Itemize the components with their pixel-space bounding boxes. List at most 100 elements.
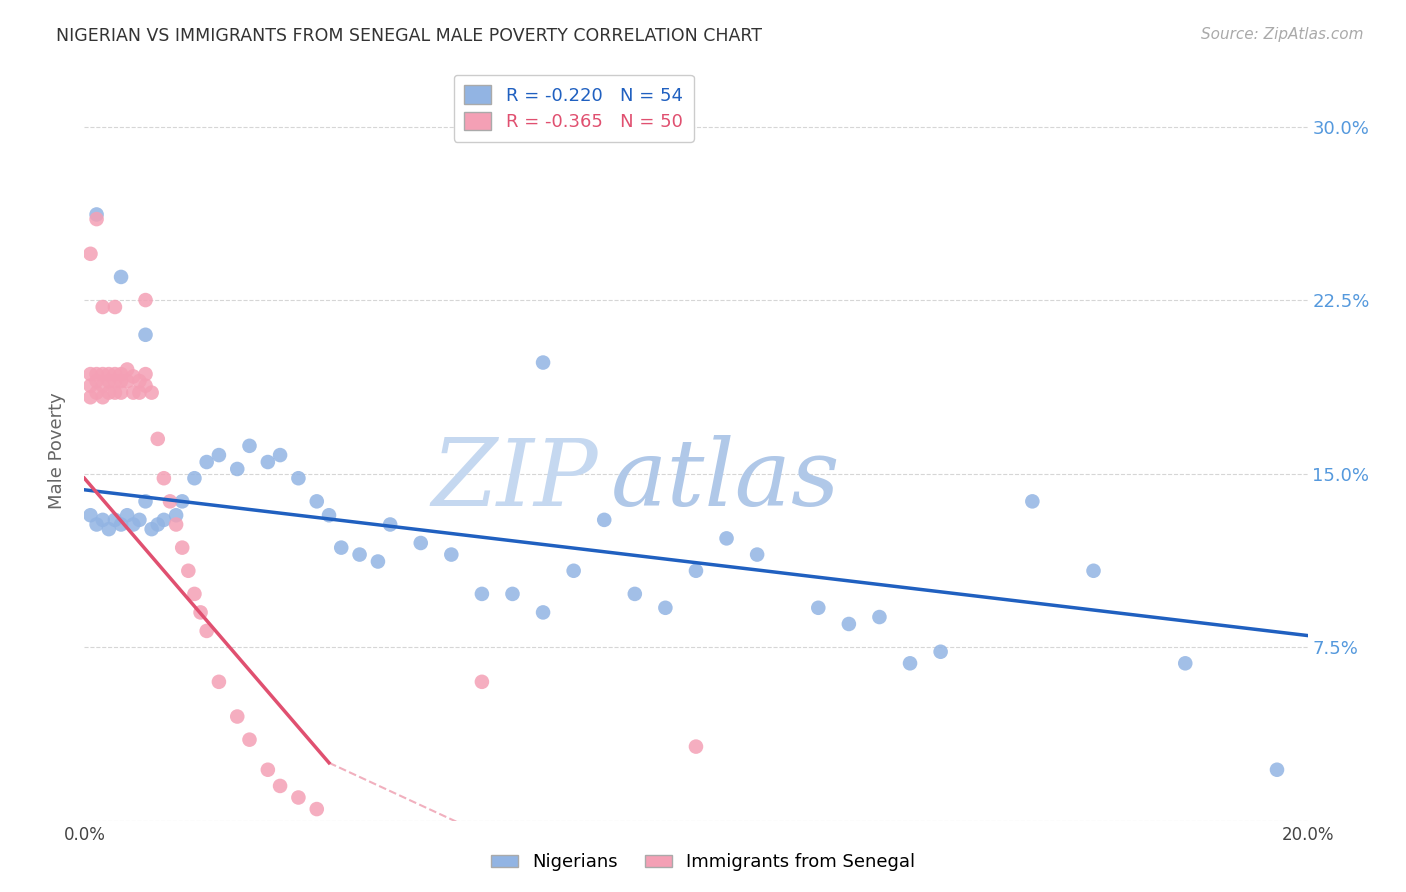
Point [115, 508, 138, 523]
Point [97, 522, 120, 536]
Point [135, 494, 157, 508]
Point [929, 645, 952, 659]
Point [86, 212, 108, 227]
Point [349, 548, 371, 562]
Point [159, 494, 181, 508]
Point [128, 385, 150, 400]
Point [91, 513, 114, 527]
Point [257, 763, 280, 777]
Point [502, 587, 524, 601]
Point [238, 439, 260, 453]
Point [654, 600, 676, 615]
Point [1174, 657, 1197, 671]
Point [226, 709, 249, 723]
Legend: R = -0.220   N = 54, R = -0.365   N = 50: R = -0.220 N = 54, R = -0.365 N = 50 [454, 75, 693, 142]
Point [165, 517, 187, 532]
Point [531, 606, 554, 620]
Point [135, 327, 157, 342]
Point [97, 367, 120, 381]
Point [208, 674, 231, 689]
Point [115, 374, 138, 388]
Point [86, 517, 108, 532]
Point [183, 587, 205, 601]
Point [141, 385, 163, 400]
Point [685, 564, 707, 578]
Point [97, 385, 120, 400]
Point [305, 802, 328, 816]
Point [86, 374, 108, 388]
Point [135, 293, 157, 307]
Point [287, 471, 309, 485]
Point [238, 732, 260, 747]
Point [172, 494, 194, 508]
Point [257, 455, 280, 469]
Point [146, 432, 169, 446]
Point [1021, 494, 1043, 508]
Point [380, 517, 402, 532]
Text: atlas: atlas [610, 435, 839, 525]
Point [104, 374, 127, 388]
Point [409, 536, 432, 550]
Point [86, 367, 108, 381]
Point [562, 564, 585, 578]
Point [79, 508, 101, 523]
Point [122, 369, 145, 384]
Point [177, 564, 200, 578]
Point [190, 606, 212, 620]
Point [471, 674, 494, 689]
Point [531, 355, 554, 369]
Point [1265, 763, 1288, 777]
Point [110, 367, 132, 381]
Point [122, 517, 145, 532]
Point [79, 378, 101, 392]
Point [104, 300, 127, 314]
Point [97, 374, 120, 388]
Point [104, 367, 127, 381]
Point [269, 779, 291, 793]
Point [86, 207, 108, 221]
Point [898, 657, 921, 671]
Point [146, 517, 169, 532]
Point [318, 508, 340, 523]
Point [104, 385, 127, 400]
Point [716, 532, 738, 546]
Point [79, 390, 101, 404]
Point [226, 462, 249, 476]
Point [183, 471, 205, 485]
Point [110, 385, 132, 400]
Point [79, 247, 101, 261]
Point [153, 513, 176, 527]
Point [807, 600, 830, 615]
Point [330, 541, 353, 555]
Point [91, 367, 114, 381]
Point [747, 548, 769, 562]
Point [128, 374, 150, 388]
Point [208, 448, 231, 462]
Point [1083, 564, 1105, 578]
Point [287, 790, 309, 805]
Point [110, 269, 132, 284]
Text: NIGERIAN VS IMMIGRANTS FROM SENEGAL MALE POVERTY CORRELATION CHART: NIGERIAN VS IMMIGRANTS FROM SENEGAL MALE… [56, 27, 762, 45]
Legend: Nigerians, Immigrants from Senegal: Nigerians, Immigrants from Senegal [484, 847, 922, 879]
Point [685, 739, 707, 754]
Point [91, 300, 114, 314]
Point [195, 455, 218, 469]
Point [153, 471, 176, 485]
Point [593, 513, 616, 527]
Point [91, 390, 114, 404]
Point [471, 587, 494, 601]
Point [440, 548, 463, 562]
Point [110, 517, 132, 532]
Point [838, 617, 860, 632]
Text: Source: ZipAtlas.com: Source: ZipAtlas.com [1201, 27, 1364, 42]
Point [141, 522, 163, 536]
Point [367, 554, 389, 569]
Point [165, 508, 187, 523]
Point [195, 624, 218, 638]
Point [122, 385, 145, 400]
Point [135, 367, 157, 381]
Point [110, 374, 132, 388]
Point [91, 378, 114, 392]
Point [79, 367, 101, 381]
Point [104, 513, 127, 527]
